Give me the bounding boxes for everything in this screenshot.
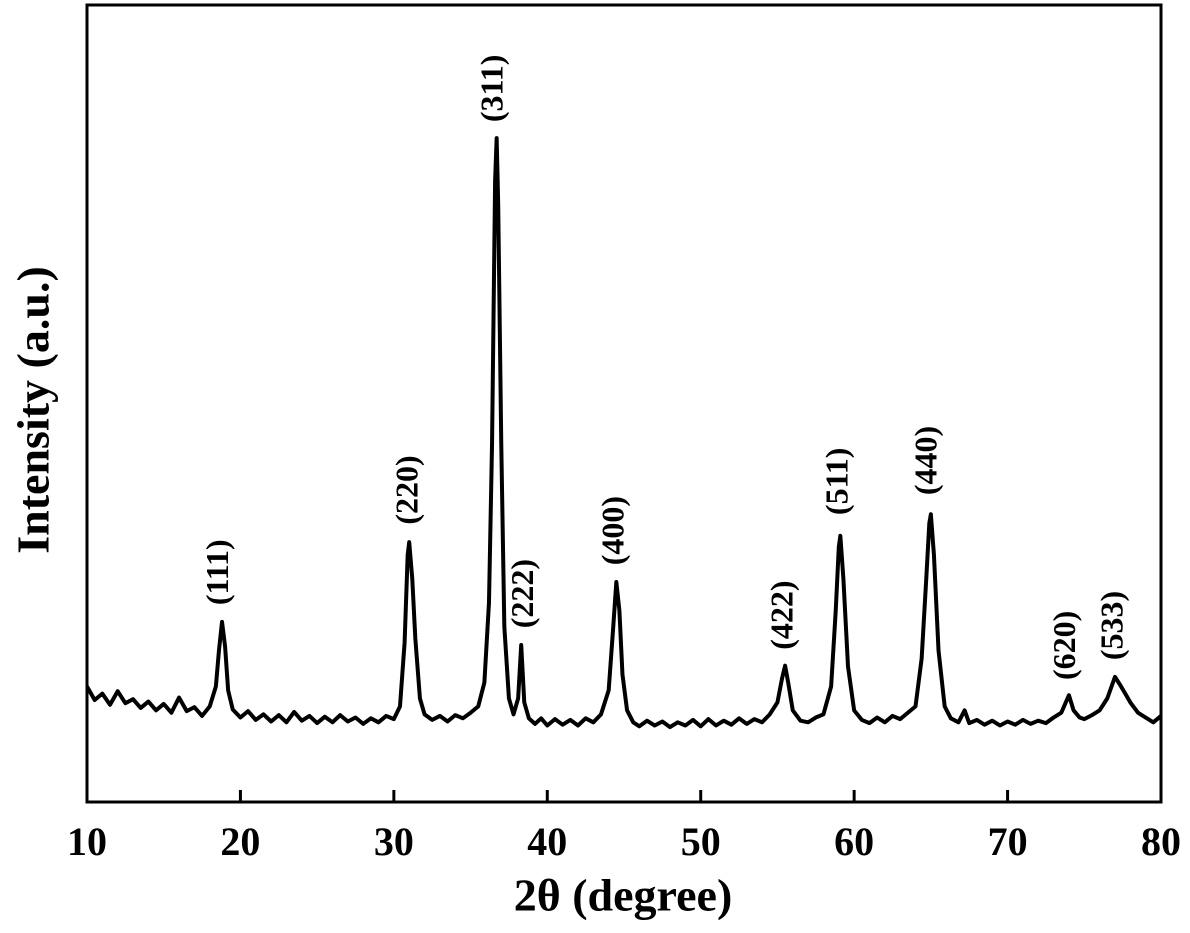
peak-label: (311) [473, 55, 509, 123]
data-line [87, 138, 1161, 727]
y-axis-label: Intensity (a.u.) [8, 266, 59, 554]
x-axis-label: 2θ (degree) [514, 870, 733, 921]
peak-label: (222) [504, 559, 540, 628]
x-tick-label: 20 [220, 819, 260, 864]
peak-label: (440) [908, 426, 944, 495]
x-tick-label: 70 [988, 819, 1028, 864]
peak-label: (422) [763, 580, 799, 649]
x-tick-label: 40 [527, 819, 567, 864]
x-tick-label: 30 [374, 819, 414, 864]
chart: 2θ (degree) Intensity (a.u.) 10 20 30 40 50 6… [0, 0, 1190, 933]
peak-label: (400) [595, 496, 631, 565]
peak-label: (220) [388, 455, 424, 524]
peak-label: (511) [819, 448, 855, 516]
peak-label: (620) [1046, 611, 1082, 680]
peak-label: (111) [199, 539, 235, 605]
x-tick-label: 60 [834, 819, 874, 864]
x-tick-label: 80 [1141, 819, 1181, 864]
x-tick-label: 50 [681, 819, 721, 864]
peak-label: (533) [1093, 591, 1129, 660]
x-tick-label: 10 [67, 819, 107, 864]
